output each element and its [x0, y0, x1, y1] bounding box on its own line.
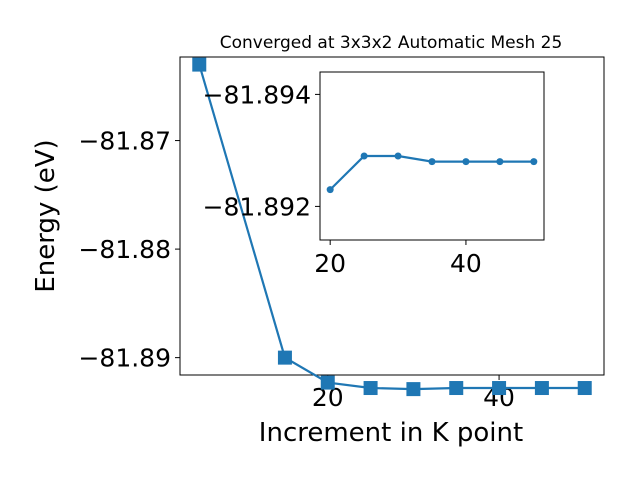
inset-data-point: [326, 186, 334, 194]
inset-data-point: [496, 158, 504, 166]
main-plot-frame: [179, 56, 605, 376]
main-y-tick-label: −81.89: [78, 344, 171, 373]
inset-y-tick-label: −81.892: [203, 192, 311, 221]
inset-data-point: [394, 152, 402, 160]
inset-data-point: [428, 158, 436, 166]
inset-data-point: [462, 158, 470, 166]
main-data-point: [277, 350, 292, 365]
inset-data-point: [530, 158, 538, 166]
main-y-axis: −81.87 −81.88 −81.89: [78, 127, 180, 373]
inset-plot: 20 40 −81.894−81.892: [203, 71, 545, 278]
main-plot: Converged at 3x3x2 Automatic Mesh 25 20 4…: [31, 33, 605, 448]
inset-y-axis: −81.894 −81.892: [203, 80, 320, 221]
main-data-point: [363, 381, 378, 396]
main-data-point: [406, 382, 421, 397]
main-series-group: [192, 57, 592, 397]
inset-data-point: [360, 152, 368, 160]
chart-title: Converged at 3x3x2 Automatic Mesh 25: [220, 33, 563, 53]
inset-x-tick-label: 20: [314, 249, 346, 278]
main-data-point: [534, 381, 549, 396]
main-data-point: [192, 57, 207, 72]
main-y-tick-label: −81.88: [78, 235, 171, 264]
main-data-point: [449, 381, 464, 396]
main-data-point: [492, 381, 507, 396]
inset-plot-frame: [319, 71, 545, 241]
inset-series-group: [326, 152, 538, 194]
main-data-point: [320, 375, 335, 390]
main-y-tick-label: −81.87: [78, 127, 171, 156]
inset-x-axis: 20 40: [314, 240, 482, 278]
x-axis-label: Increment in K point: [259, 418, 523, 448]
y-axis-label: Energy (eV): [31, 139, 61, 292]
main-data-point: [577, 381, 592, 396]
inset-y-tick-label: −81.894: [203, 80, 311, 109]
inset-x-tick-label: 40: [450, 249, 482, 278]
